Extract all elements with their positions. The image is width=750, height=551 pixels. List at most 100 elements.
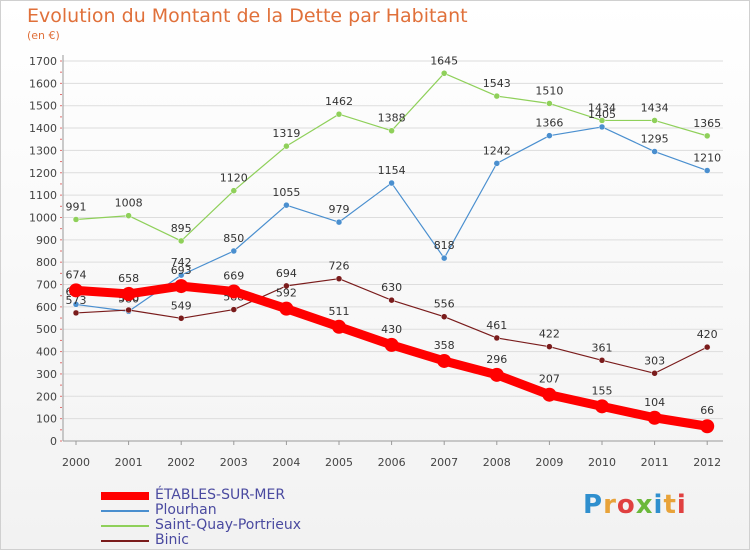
data-label: 556 <box>434 298 455 311</box>
data-label: 895 <box>171 222 192 235</box>
data-label: 1434 <box>588 101 616 114</box>
data-point <box>440 313 448 320</box>
data-label: 1405 <box>588 108 616 121</box>
logo-letter: P <box>583 490 604 520</box>
data-point <box>384 337 399 352</box>
data-label: 1365 <box>693 117 721 130</box>
data-point <box>703 132 711 140</box>
data-point <box>437 353 452 368</box>
legend-swatch <box>101 491 149 500</box>
legend-swatch <box>101 539 149 542</box>
data-point <box>226 284 241 299</box>
data-label: 207 <box>539 373 560 386</box>
data-point <box>174 279 189 294</box>
data-point <box>283 282 290 290</box>
series-saint-quay-portrieux: 991 1008 895 1120 1319 1462 1388 1645 1543 1510 14… <box>66 54 721 245</box>
data-point <box>69 283 83 298</box>
data-label: 630 <box>381 281 402 294</box>
y-tick-label: 900 <box>36 234 57 247</box>
data-point <box>703 167 711 174</box>
y-tick-label: 0 <box>50 435 57 448</box>
data-point <box>388 296 395 304</box>
data-point <box>651 117 658 124</box>
data-label: 1366 <box>535 117 563 130</box>
y-tick-label: 700 <box>36 279 57 292</box>
data-point <box>595 399 609 414</box>
series-plourhan: 6115807428501055979115481812421366140512… <box>66 108 721 315</box>
data-label: 1462 <box>325 95 353 108</box>
data-point <box>177 237 185 245</box>
data-point <box>647 410 662 425</box>
data-label: 1120 <box>220 172 248 185</box>
data-label: 991 <box>66 200 87 213</box>
data-point <box>546 343 553 350</box>
data-point <box>440 254 448 262</box>
data-point <box>493 160 501 167</box>
y-tick-label: 1100 <box>29 189 57 202</box>
x-tick-label: 2011 <box>641 456 669 469</box>
data-label: 1645 <box>430 54 458 67</box>
data-point <box>125 212 132 219</box>
data-point <box>598 117 606 124</box>
data-point <box>230 187 238 194</box>
logo-letter: i <box>676 490 687 520</box>
data-point <box>283 201 290 209</box>
y-tick-label: 300 <box>36 368 57 381</box>
data-label: 155 <box>592 384 613 397</box>
data-point <box>440 70 448 77</box>
data-label: 66 <box>700 404 714 417</box>
data-label: 1295 <box>641 133 669 146</box>
x-tick-label: 2010 <box>588 456 616 469</box>
x-tick-label: 2012 <box>693 456 721 469</box>
data-label: 1210 <box>693 152 721 165</box>
data-point <box>279 301 294 316</box>
logo-letter: i <box>653 490 664 520</box>
x-tick-label: 2001 <box>115 456 143 469</box>
data-point <box>230 247 238 255</box>
data-label: 296 <box>486 353 507 366</box>
chart-title: Evolution du Montant de la Dette par Hab… <box>27 5 468 27</box>
data-label: 726 <box>329 260 350 273</box>
data-point <box>388 127 395 134</box>
data-point <box>700 419 715 434</box>
legend-swatch <box>101 524 149 527</box>
data-point <box>542 387 557 402</box>
data-point <box>493 334 501 342</box>
data-label: 742 <box>171 256 192 269</box>
x-tick-label: 2002 <box>167 456 195 469</box>
data-point <box>388 179 395 187</box>
data-label: 669 <box>223 269 244 282</box>
series-line <box>75 72 708 242</box>
data-label: 979 <box>329 203 350 216</box>
data-label: 1388 <box>378 112 406 125</box>
data-label: 361 <box>592 341 613 354</box>
data-label: 1242 <box>483 144 511 157</box>
data-label: 1543 <box>483 77 511 90</box>
series-binic: 573586549588694726630556461422361303420 <box>66 260 718 377</box>
y-tick-label: 1700 <box>29 55 57 68</box>
data-point <box>598 357 606 364</box>
legend-label: Plourhan <box>155 502 217 518</box>
legend-label: Saint-Quay-Portrieux <box>155 517 302 533</box>
x-tick-label: 2007 <box>430 456 458 469</box>
series--tables-sur-mer: 674 658 693 669 592 511 430 358 296 207 155 104 66 <box>66 264 715 434</box>
data-point <box>177 271 185 279</box>
logo-letter: x <box>635 490 654 520</box>
y-tick-label: 200 <box>36 390 57 403</box>
y-tick-label: 1400 <box>29 122 57 135</box>
x-tick-label: 2005 <box>325 456 353 469</box>
proxiti-logo: Proxiti <box>583 490 687 520</box>
data-label: 693 <box>171 264 192 277</box>
data-label: 430 <box>381 323 402 336</box>
data-label: 511 <box>329 305 350 318</box>
y-tick-label: 100 <box>36 413 57 426</box>
y-tick-label: 800 <box>36 256 57 269</box>
data-label: 104 <box>644 396 665 409</box>
data-label: 303 <box>644 354 665 367</box>
x-tick-label: 2008 <box>483 456 511 469</box>
legend-swatch <box>101 509 149 512</box>
data-label: 358 <box>434 339 455 352</box>
legend-item: ÉTABLES-SUR-MER <box>101 488 301 503</box>
